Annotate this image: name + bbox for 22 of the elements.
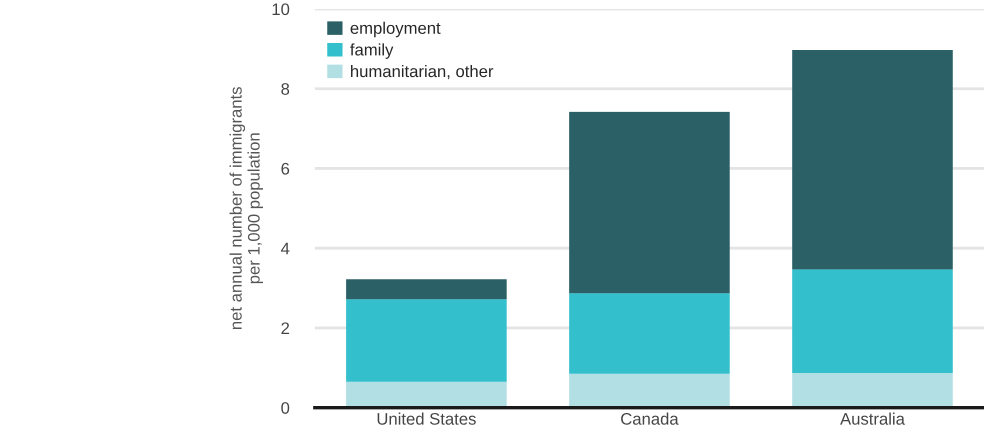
- y-tick-label: 8: [281, 83, 290, 95]
- x-tick-label: Canada: [621, 412, 679, 425]
- y-tick-label: 0: [281, 402, 290, 414]
- legend-label: employment: [350, 22, 441, 38]
- bar: [792, 269, 953, 373]
- bar: [346, 279, 507, 300]
- legend-label: family: [350, 43, 394, 59]
- y-axis-title: net annual number of immigrants per 1,000 population: [230, 87, 264, 330]
- x-tick-label: Australia: [840, 412, 905, 425]
- y-tick-label: 10: [272, 3, 290, 16]
- bar: [569, 374, 730, 408]
- legend-label: humanitarian, other: [351, 64, 494, 80]
- y-tick-label: 2: [281, 322, 290, 334]
- bar: [346, 382, 507, 408]
- y-tick-label: 4: [280, 242, 290, 254]
- y-tick-label: 6: [281, 162, 290, 175]
- bar: [346, 299, 507, 382]
- bar: [792, 50, 953, 270]
- bar: [569, 112, 730, 294]
- bar: [792, 372, 953, 408]
- x-tick-label: United States: [378, 412, 476, 425]
- bar: [569, 293, 730, 374]
